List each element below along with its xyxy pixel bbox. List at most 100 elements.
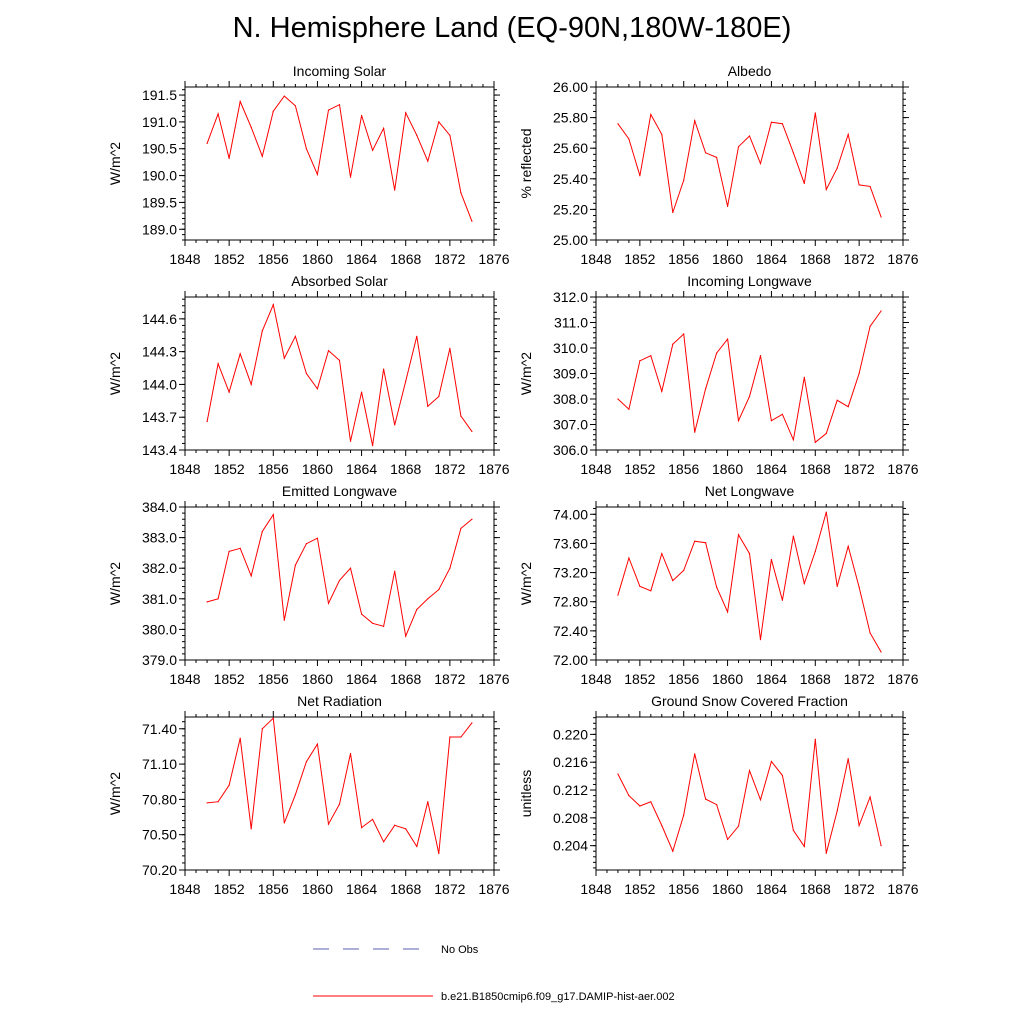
panel-title: Absorbed Solar xyxy=(291,273,388,289)
y-tick-label: 309.0 xyxy=(553,366,588,382)
data-point xyxy=(683,179,685,181)
data-point xyxy=(228,391,230,393)
series-line xyxy=(206,95,473,222)
data-point xyxy=(759,355,762,357)
legend: No Obs b.e21.B1850cmip6.f09_g17.DAMIP-hi… xyxy=(313,944,675,1003)
data-point xyxy=(327,823,330,825)
plot-frame xyxy=(595,506,904,661)
panel-title: Incoming Solar xyxy=(293,63,387,79)
data-point xyxy=(847,758,849,760)
data-point xyxy=(705,542,707,544)
data-point xyxy=(858,586,860,588)
plot-frame xyxy=(184,86,495,241)
y-axis-label: W/m^2 xyxy=(107,142,123,185)
chart-panel-8: 1848 1852 1856 1860 1864 1868 1872 1876 0.204 0.2… xyxy=(518,693,919,897)
y-tick-label: 25.20 xyxy=(553,201,588,217)
y-tick-label: 70.80 xyxy=(142,791,177,807)
y-tick-label: 25.40 xyxy=(553,171,588,187)
x-tick-label: 1864 xyxy=(756,881,787,897)
x-tick-label: 1860 xyxy=(712,461,743,477)
y-axis-label: unitless xyxy=(518,770,534,817)
x-tick-label: 1872 xyxy=(844,671,875,687)
data-point xyxy=(661,824,663,827)
data-point xyxy=(316,743,319,745)
panel-title: Net Radiation xyxy=(297,693,382,709)
x-tick-label: 1852 xyxy=(214,881,245,897)
data-point xyxy=(694,753,696,755)
y-tick-label: 379.0 xyxy=(142,652,177,668)
data-point xyxy=(438,589,440,591)
y-tick-label: 72.00 xyxy=(553,652,588,668)
data-point xyxy=(449,347,451,349)
data-point xyxy=(427,801,429,803)
data-point xyxy=(705,798,707,800)
data-point xyxy=(748,395,751,398)
chart-panel-6: 1848 1852 1856 1860 1864 1868 1872 1876 72.00 72.… xyxy=(518,483,919,687)
y-tick-label: 25.60 xyxy=(553,140,588,156)
data-point xyxy=(617,123,619,125)
plot-frame xyxy=(184,716,495,871)
data-point xyxy=(628,138,630,140)
data-point xyxy=(726,338,729,340)
y-tick-label: 73.60 xyxy=(553,535,588,551)
data-point xyxy=(847,133,849,136)
x-tick-label: 1868 xyxy=(800,461,831,477)
data-point xyxy=(792,439,794,441)
y-axis-label: W/m^2 xyxy=(107,352,123,395)
data-point xyxy=(726,611,729,613)
data-point xyxy=(394,189,396,191)
y-axis-label: W/m^2 xyxy=(518,562,534,605)
y-tick-label: 380.0 xyxy=(142,621,177,637)
data-point xyxy=(261,530,263,533)
data-point xyxy=(305,761,307,763)
data-point xyxy=(628,557,630,559)
data-point xyxy=(460,527,462,530)
x-tick-label: 1876 xyxy=(478,671,509,687)
data-point xyxy=(803,582,805,585)
data-point xyxy=(869,632,871,634)
data-point xyxy=(836,810,838,812)
data-point xyxy=(650,355,652,357)
x-tick-label: 1876 xyxy=(478,461,509,477)
data-point xyxy=(416,845,418,848)
data-point xyxy=(239,547,241,549)
data-point xyxy=(261,155,263,157)
data-point xyxy=(316,173,319,176)
y-axis-label: W/m^2 xyxy=(107,562,123,605)
data-point xyxy=(814,738,816,740)
legend-model-label: b.e21.B1850cmip6.f09_g17.DAMIP-hist-aer.… xyxy=(441,991,675,1003)
data-point xyxy=(372,149,374,151)
data-point xyxy=(405,112,407,114)
y-tick-label: 311.0 xyxy=(554,315,588,331)
y-tick-label: 73.20 xyxy=(553,565,588,581)
y-tick-label: 74.00 xyxy=(553,506,588,522)
data-point xyxy=(880,310,882,312)
x-tick-label: 1856 xyxy=(668,251,699,267)
x-tick-label: 1848 xyxy=(169,251,200,267)
series-line xyxy=(206,303,473,446)
data-point xyxy=(283,95,285,97)
data-point xyxy=(858,824,860,827)
data-point xyxy=(460,415,462,417)
data-point xyxy=(716,586,718,588)
x-tick-label: 1864 xyxy=(346,881,377,897)
x-tick-label: 1848 xyxy=(580,251,611,267)
series-line xyxy=(207,717,473,854)
data-point xyxy=(825,852,827,854)
y-tick-label: 381.0 xyxy=(142,591,177,607)
data-point xyxy=(228,157,230,159)
x-tick-label: 1856 xyxy=(258,881,289,897)
panel-title: Incoming Longwave xyxy=(687,273,812,289)
y-tick-label: 191.0 xyxy=(142,114,177,130)
data-point xyxy=(372,622,374,624)
x-tick-label: 1868 xyxy=(800,251,831,267)
data-point xyxy=(869,185,871,188)
data-point xyxy=(217,598,219,600)
y-tick-label: 25.00 xyxy=(553,232,588,248)
chart-panel-2: 1848 1852 1856 1860 1864 1868 1872 1876 25.00 25.… xyxy=(518,63,919,267)
x-tick-label: 1864 xyxy=(346,461,377,477)
x-tick-label: 1868 xyxy=(800,881,831,897)
data-point xyxy=(272,514,274,516)
data-point xyxy=(294,105,296,107)
data-point xyxy=(880,845,882,847)
